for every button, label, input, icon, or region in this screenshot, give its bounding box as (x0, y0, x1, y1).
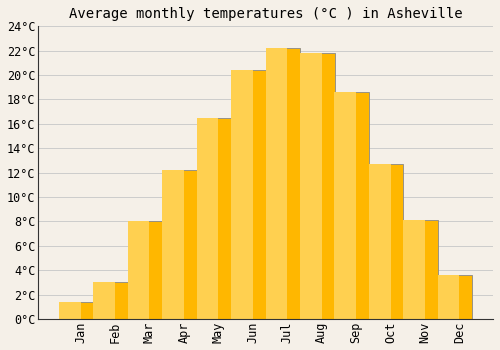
Bar (94, 282, 115, 319)
Bar (446, 275, 472, 319)
Bar (343, 92, 369, 319)
Bar (369, 164, 390, 319)
Bar (128, 221, 150, 319)
Bar (171, 170, 197, 319)
Bar (404, 220, 425, 319)
Bar (334, 92, 356, 319)
Bar (266, 48, 287, 319)
Bar (206, 118, 232, 319)
Bar (162, 170, 184, 319)
Bar (309, 53, 334, 319)
Bar (412, 220, 438, 319)
Bar (438, 275, 460, 319)
Bar (59, 302, 80, 319)
Bar (136, 221, 162, 319)
Bar (274, 48, 300, 319)
Bar (102, 282, 128, 319)
Bar (378, 164, 404, 319)
Bar (240, 70, 266, 319)
Bar (68, 302, 94, 319)
Title: Average monthly temperatures (°C ) in Asheville: Average monthly temperatures (°C ) in As… (69, 7, 462, 21)
Bar (231, 70, 253, 319)
Bar (196, 118, 218, 319)
Bar (300, 53, 322, 319)
